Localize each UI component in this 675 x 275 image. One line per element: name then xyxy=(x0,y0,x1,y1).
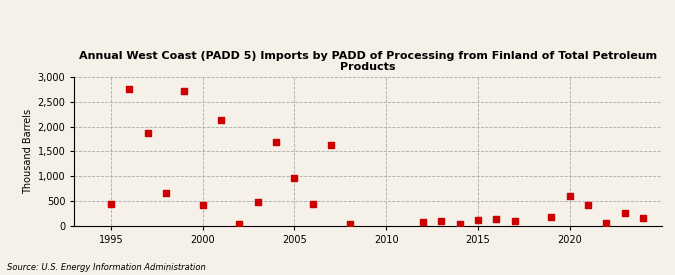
Point xyxy=(161,191,171,196)
Point xyxy=(583,202,593,207)
Point xyxy=(491,217,502,221)
Point xyxy=(601,220,612,225)
Point xyxy=(436,218,447,223)
Text: Source: U.S. Energy Information Administration: Source: U.S. Energy Information Administ… xyxy=(7,263,205,272)
Point xyxy=(252,200,263,204)
Point xyxy=(124,87,135,92)
Point xyxy=(197,202,208,207)
Point xyxy=(142,131,153,136)
Point xyxy=(234,222,245,226)
Point xyxy=(509,218,520,223)
Point xyxy=(546,214,557,219)
Point xyxy=(472,218,483,222)
Point xyxy=(215,118,226,122)
Title: Annual West Coast (PADD 5) Imports by PADD of Processing from Finland of Total P: Annual West Coast (PADD 5) Imports by PA… xyxy=(79,51,657,72)
Point xyxy=(564,194,575,198)
Point xyxy=(271,140,281,144)
Point xyxy=(620,211,630,215)
Y-axis label: Thousand Barrels: Thousand Barrels xyxy=(23,109,33,194)
Point xyxy=(344,222,355,226)
Point xyxy=(638,216,649,220)
Point xyxy=(289,176,300,180)
Point xyxy=(454,222,465,226)
Point xyxy=(179,89,190,93)
Point xyxy=(326,143,337,147)
Point xyxy=(418,220,429,224)
Point xyxy=(307,202,318,206)
Point xyxy=(105,202,116,207)
